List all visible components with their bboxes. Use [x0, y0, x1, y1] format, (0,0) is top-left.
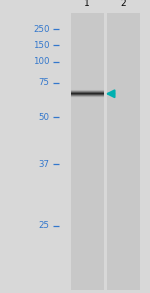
Text: 50: 50 [39, 113, 50, 122]
Text: 100: 100 [33, 57, 50, 66]
Bar [70, 13, 104, 290]
Text: 1: 1 [84, 0, 90, 8]
Bar [106, 13, 140, 290]
Text: 25: 25 [39, 221, 50, 230]
Text: 150: 150 [33, 41, 50, 50]
Text: 2: 2 [120, 0, 126, 8]
Text: 37: 37 [39, 160, 50, 168]
Text: 250: 250 [33, 25, 50, 34]
Text: 75: 75 [39, 78, 50, 87]
